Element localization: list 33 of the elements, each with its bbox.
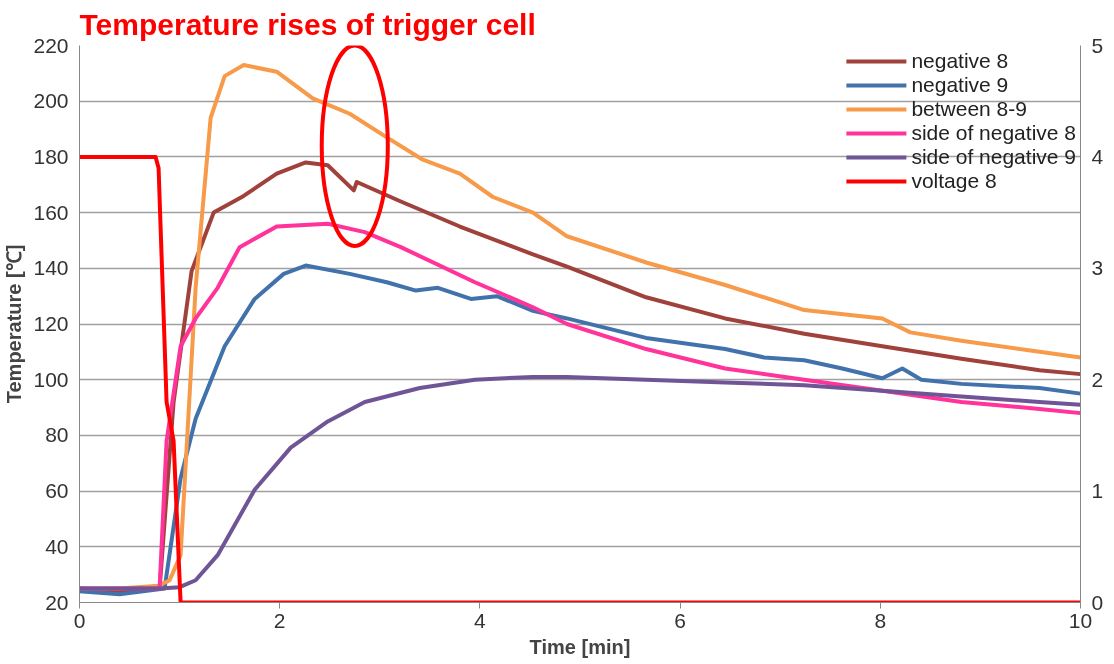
legend-label: between 8-9 — [911, 97, 1027, 121]
y-axis-title: Temperature [℃] — [3, 244, 26, 404]
y-tick-label: 80 — [45, 423, 69, 447]
x-tick-label: 0 — [73, 608, 86, 632]
y2-tick-label: 1 — [1091, 479, 1104, 503]
y-tick-label: 200 — [33, 89, 69, 113]
y-tick-label: 220 — [33, 33, 69, 57]
y-tick-label: 160 — [33, 200, 69, 224]
y2-tick-label: 2 — [1091, 367, 1104, 391]
y2-tick-label: 3 — [1091, 256, 1104, 280]
legend-label: negative 8 — [911, 49, 1009, 73]
y-tick-label: 180 — [33, 144, 69, 168]
x-tick-label: 4 — [474, 608, 487, 632]
y-tick-label: 140 — [33, 256, 69, 280]
y-tick-label: 20 — [45, 590, 69, 614]
y-tick-label: 120 — [33, 312, 69, 335]
x-tick-label: 2 — [273, 608, 286, 632]
legend-label: negative 9 — [911, 73, 1009, 97]
y2-tick-label: 5 — [1091, 33, 1104, 57]
y-tick-label: 100 — [33, 367, 69, 391]
x-tick-label: 10 — [1068, 608, 1093, 632]
x-tick-label: 6 — [674, 608, 686, 632]
y-tick-label: 40 — [45, 534, 69, 558]
legend-label: side of negative 9 — [911, 145, 1076, 169]
x-axis-title: Time [min] — [529, 635, 631, 658]
line-series — [79, 374, 1081, 591]
y2-tick-label: 4 — [1091, 144, 1104, 168]
x-tick-label: 8 — [874, 608, 887, 632]
legend-label: voltage 8 — [911, 169, 997, 193]
y2-tick-label: 0 — [1091, 590, 1104, 614]
legend-label: side of negative 8 — [911, 121, 1076, 145]
chart-title: Temperature rises of trigger cell — [79, 7, 536, 41]
y-tick-label: 60 — [45, 479, 69, 503]
